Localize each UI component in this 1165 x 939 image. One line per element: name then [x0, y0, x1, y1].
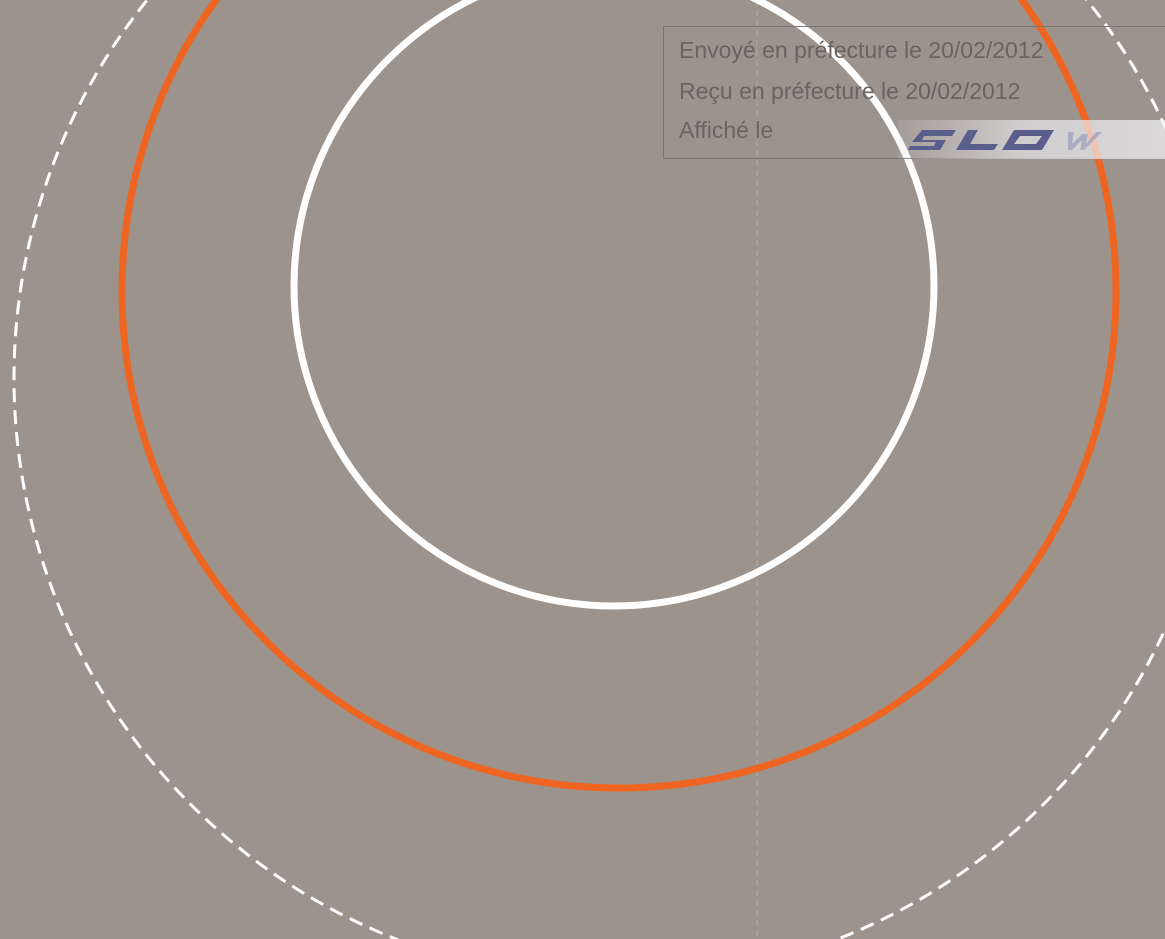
inner-white-ring: [290, 0, 938, 610]
posted-text: Affiché le: [679, 117, 774, 143]
received-at-prefecture-text: Reçu en préfecture le 20/02/2012: [679, 78, 1021, 104]
middle-orange-ring: [118, 0, 1120, 792]
logo-letter-o: [1002, 130, 1054, 150]
prefecture-stamp: Envoyé en préfecture le 20/02/2012 Reçu …: [663, 26, 1165, 159]
logo-letter-l: [956, 130, 998, 150]
slow-logo: [898, 120, 1165, 159]
sent-to-prefecture-text: Envoyé en préfecture le 20/02/2012: [679, 37, 1044, 63]
outer-dashed-ring: [12, 0, 1165, 939]
logo-letter-s: [908, 130, 956, 150]
logo-letter-w: [1068, 132, 1102, 150]
